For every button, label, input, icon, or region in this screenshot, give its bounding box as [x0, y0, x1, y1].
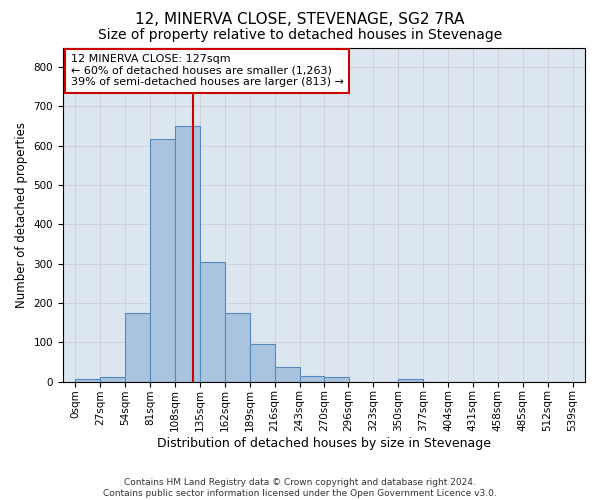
- Y-axis label: Number of detached properties: Number of detached properties: [15, 122, 28, 308]
- X-axis label: Distribution of detached houses by size in Stevenage: Distribution of detached houses by size …: [157, 437, 491, 450]
- Bar: [125, 313, 150, 382]
- Bar: [200, 262, 225, 382]
- Text: Contains HM Land Registry data © Crown copyright and database right 2024.
Contai: Contains HM Land Registry data © Crown c…: [103, 478, 497, 498]
- Bar: [398, 378, 423, 382]
- Bar: [275, 366, 299, 382]
- Text: 12, MINERVA CLOSE, STEVENAGE, SG2 7RA: 12, MINERVA CLOSE, STEVENAGE, SG2 7RA: [136, 12, 464, 28]
- Bar: [250, 344, 275, 382]
- Bar: [175, 126, 200, 382]
- Bar: [299, 376, 325, 382]
- Text: 12 MINERVA CLOSE: 127sqm
← 60% of detached houses are smaller (1,263)
39% of sem: 12 MINERVA CLOSE: 127sqm ← 60% of detach…: [71, 54, 344, 88]
- Bar: [150, 138, 175, 382]
- Text: Size of property relative to detached houses in Stevenage: Size of property relative to detached ho…: [98, 28, 502, 42]
- Bar: [325, 376, 349, 382]
- Bar: [100, 376, 125, 382]
- Bar: [225, 313, 250, 382]
- Bar: [76, 378, 100, 382]
